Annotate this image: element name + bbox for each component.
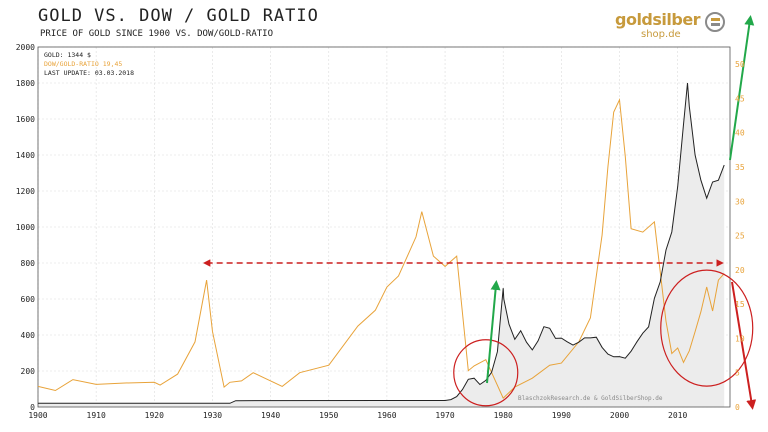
source-credit: BlaschzokResearch.de & GoldSilberShop.de: [518, 395, 663, 402]
tick-labels: 0 200 400 600 800 1000 1200 1400 1600 1800 2000 0 5 1…: [16, 43, 745, 420]
trend-arrow-down: [731, 281, 757, 410]
tick-label-y-right: 5: [735, 369, 740, 378]
gold-area-fill: [38, 83, 725, 407]
tick-label-y-left: 1400: [16, 151, 35, 160]
tick-label-y-left: 1600: [16, 115, 35, 124]
tick-label-x: 1920: [145, 411, 164, 420]
tick-label-y-left: 200: [21, 367, 36, 376]
tick-label-y-left: 800: [21, 259, 36, 268]
trend-arrow-up: [486, 280, 501, 384]
chart-subtitle: PRICE OF GOLD SINCE 1900 VS. DOW/GOLD-RA…: [40, 29, 273, 39]
tick-label-y-left: 2000: [16, 43, 35, 52]
tick-label-y-left: 1000: [16, 223, 35, 232]
tick-label-x: 1970: [435, 411, 454, 420]
tick-label-y-right: 50: [735, 60, 745, 69]
legend: GOLD: 1344 $ DOW/GOLD-RATIO 19,45 LAST U…: [44, 51, 134, 78]
tick-label-x: 1910: [87, 411, 106, 420]
coin-stack-icon: [705, 12, 725, 32]
tick-label-y-right: 35: [735, 163, 745, 172]
logo-text: goldsilber: [615, 10, 701, 29]
axes: [37, 46, 731, 408]
plot-frame: [37, 46, 731, 408]
tick-label-y-right: 0: [735, 403, 740, 412]
tick-label-y-left: 0: [30, 403, 35, 412]
tick-label-y-right: 40: [735, 129, 745, 138]
tick-label-x: 1960: [377, 411, 396, 420]
legend-update: LAST UPDATE: 03.03.2018: [44, 69, 135, 77]
legend-gold: GOLD: 1344 $: [44, 51, 91, 59]
tick-label-y-right: 10: [735, 334, 745, 343]
tick-label-x: 2010: [668, 411, 687, 420]
trend-arrow-up: [729, 15, 755, 161]
series-line-ratio: [37, 97, 725, 399]
logo-subtext: shop.de: [641, 29, 681, 40]
tick-label-y-left: 400: [21, 331, 36, 340]
chart-title: GOLD VS. DOW / GOLD RATIO: [38, 6, 319, 26]
legend-ratio: DOW/GOLD-RATIO 19,45: [44, 60, 123, 68]
tick-label-y-right: 20: [735, 266, 745, 275]
tick-label-x: 1980: [494, 411, 513, 420]
tick-label-y-left: 1800: [16, 79, 35, 88]
tick-label-y-right: 30: [735, 197, 745, 206]
series-line-gold: [38, 82, 725, 404]
tick-label-x: 1900: [28, 411, 47, 420]
tick-label-y-left: 1200: [16, 187, 35, 196]
tick-label-y-right: 45: [735, 94, 745, 103]
tick-label-x: 1950: [319, 411, 338, 420]
tick-label-x: 1940: [261, 411, 280, 420]
highlight-circle: [660, 269, 754, 387]
tick-label-x: 2000: [610, 411, 629, 420]
highlight-circle: [453, 339, 519, 407]
tick-label-x: 1990: [552, 411, 571, 420]
tick-label-x: 1930: [203, 411, 222, 420]
tick-label-y-right: 15: [735, 300, 745, 309]
brand-logo: goldsilber shop.de: [615, 10, 725, 40]
annotations: [202, 15, 757, 410]
tick-label-y-right: 25: [735, 232, 745, 241]
grid: [37, 46, 730, 408]
tick-label-y-left: 600: [21, 295, 36, 304]
